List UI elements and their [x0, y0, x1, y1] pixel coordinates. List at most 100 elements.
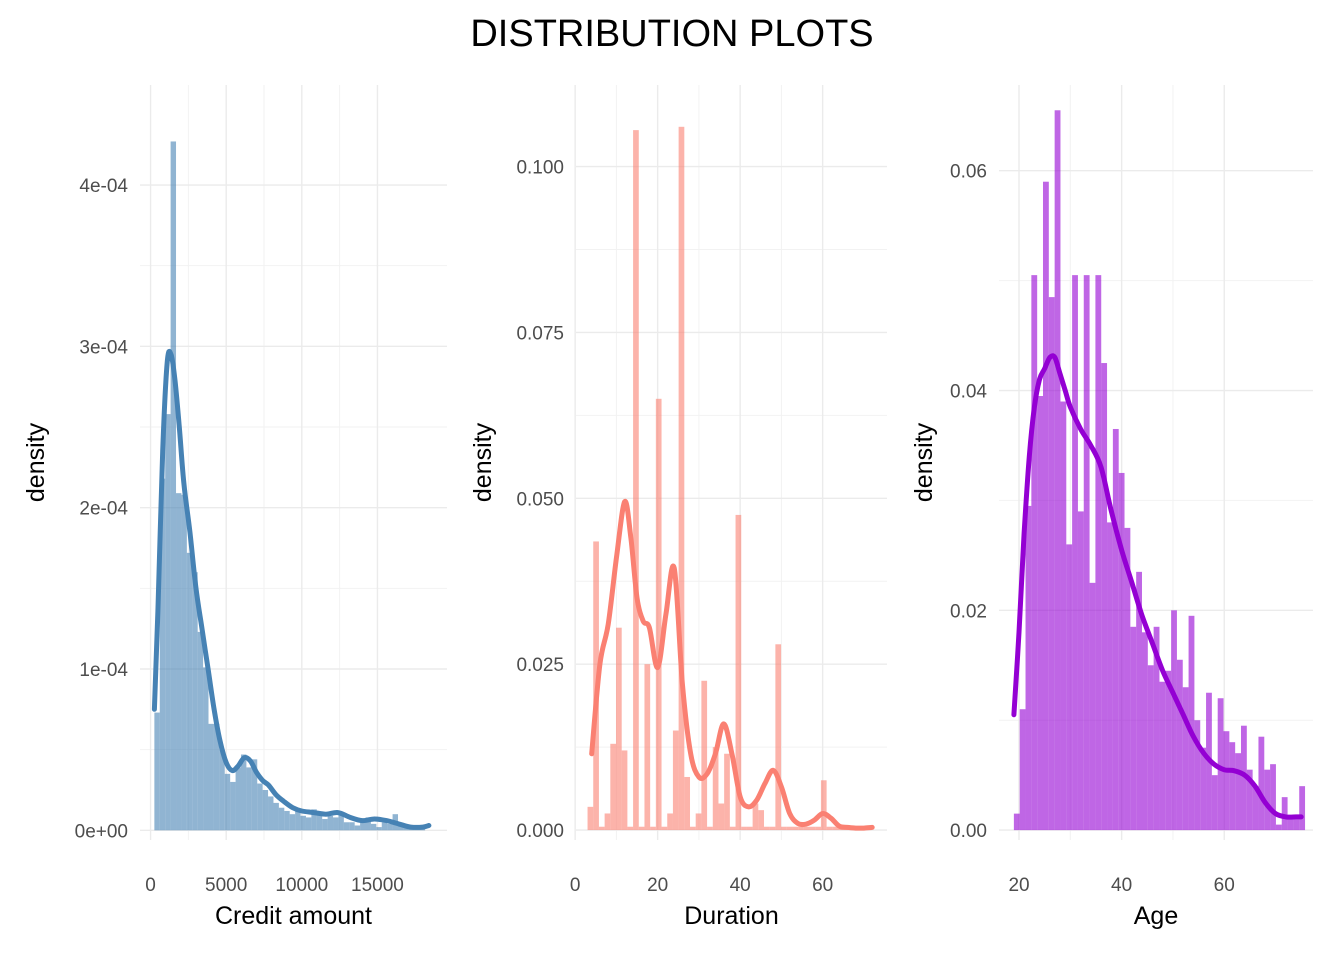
histogram-bar: [1182, 687, 1189, 831]
histogram-bar: [235, 767, 241, 831]
credit-amount-density-curve: [151, 348, 432, 830]
histogram-bar: [246, 767, 252, 831]
histogram-bar: [621, 750, 628, 831]
histogram-bar: [343, 822, 350, 831]
histogram-bar: [300, 815, 306, 831]
histogram-bar: [1229, 742, 1236, 831]
histogram-bar: [1083, 275, 1090, 831]
histogram-bar: [349, 822, 355, 831]
histogram-bar: [690, 826, 696, 831]
x-tick-label: 5000: [205, 875, 247, 896]
histogram-bar: [803, 826, 810, 831]
histogram-bar: [1095, 275, 1102, 831]
y-tick-label: 0.000: [516, 821, 564, 842]
histogram-bar: [1159, 681, 1166, 831]
histogram-bar: [192, 572, 198, 831]
x-tick-label: 20: [1008, 875, 1029, 896]
histogram-bar: [251, 759, 258, 831]
duration-panel: 0 20 40 60 0.000 0.025 0.050 0.075 0.100 Duration…: [469, 85, 887, 930]
histogram-bar: [278, 807, 285, 831]
y-tick-label: 0.00: [950, 821, 987, 842]
x-axis-title: Credit amount: [215, 902, 372, 930]
histogram-bar: [1287, 819, 1294, 831]
histogram-bar: [1042, 181, 1049, 831]
histogram-bar: [257, 783, 263, 831]
x-axis-title: Age: [1134, 902, 1178, 930]
histogram-bar: [159, 478, 166, 831]
histogram-bar: [826, 826, 833, 831]
histogram-bar: [333, 817, 339, 831]
histogram-bar: [1136, 571, 1142, 831]
histogram-bar: [1025, 505, 1032, 831]
histogram-bar: [1089, 582, 1096, 831]
histogram-bar: [718, 803, 725, 831]
histogram-bar: [219, 749, 225, 831]
histogram-bar: [295, 810, 301, 831]
histogram-bar: [712, 747, 719, 831]
histogram-bar: [181, 494, 187, 831]
histogram-bar: [316, 814, 323, 831]
age-histogram: [1013, 110, 1306, 831]
y-tick-label: 4e-04: [79, 176, 128, 197]
histogram-bar: [741, 826, 747, 831]
figure-title: DISTRIBUTION PLOTS: [470, 13, 873, 55]
histogram-bar: [376, 827, 382, 831]
histogram-bar: [1124, 527, 1131, 831]
credit-amount-histogram: [154, 141, 426, 831]
histogram-bar: [208, 723, 214, 831]
histogram-bar: [1211, 775, 1218, 831]
histogram-bar: [387, 823, 393, 831]
x-tick-label: 40: [730, 875, 751, 896]
histogram-bar: [1072, 275, 1078, 831]
histogram-bar: [1147, 665, 1154, 831]
histogram-bar: [627, 826, 634, 831]
histogram-bar: [695, 813, 702, 831]
histogram-bar: [1171, 610, 1177, 831]
histogram-bar: [1019, 709, 1026, 831]
age-density-curve: [1011, 353, 1304, 820]
y-axis-title: density: [469, 422, 497, 502]
histogram-bar: [1293, 819, 1300, 831]
histogram-bar: [268, 796, 274, 831]
histogram-bar: [165, 414, 171, 831]
histogram-bar: [707, 826, 713, 831]
histogram-bar: [365, 817, 371, 831]
x-tick-label: 0: [145, 875, 156, 896]
histogram-bar: [798, 826, 804, 831]
duration-histogram: [587, 126, 873, 831]
histogram-bar: [792, 826, 799, 831]
histogram-bar: [610, 743, 617, 831]
x-axis-title: Duration: [684, 902, 779, 930]
histogram-bar: [1258, 736, 1265, 831]
histogram-bar: [1217, 698, 1224, 831]
histogram-bar: [752, 803, 759, 831]
histogram-bar: [1141, 632, 1148, 831]
histogram-bar: [240, 754, 247, 831]
histogram-bar: [604, 813, 611, 831]
histogram-bar: [678, 126, 685, 831]
histogram-bar: [644, 664, 651, 831]
histogram-bar: [1194, 720, 1201, 831]
histogram-bar: [381, 822, 388, 831]
x-tick-label: 40: [1111, 875, 1132, 896]
histogram-bar: [701, 680, 708, 831]
histogram-bar: [1252, 786, 1259, 831]
histogram-bar: [820, 780, 827, 831]
histogram-bar: [1275, 824, 1282, 831]
y-tick-label: 0.06: [950, 162, 987, 183]
histogram-bar: [587, 806, 594, 831]
histogram-bar: [213, 723, 220, 831]
histogram-bar: [224, 773, 231, 831]
histogram-bar: [1165, 670, 1172, 831]
histogram-bar: [809, 826, 816, 831]
histogram-bar: [661, 826, 668, 831]
histogram-bar: [724, 753, 730, 831]
y-tick-label: 0.04: [950, 382, 987, 403]
histogram-bar: [327, 815, 334, 831]
histogram-bar: [1130, 626, 1137, 831]
histogram-bar: [311, 809, 317, 831]
histogram-bar: [322, 819, 328, 831]
histogram-bar: [1264, 769, 1271, 831]
histogram-bar: [1281, 797, 1288, 831]
